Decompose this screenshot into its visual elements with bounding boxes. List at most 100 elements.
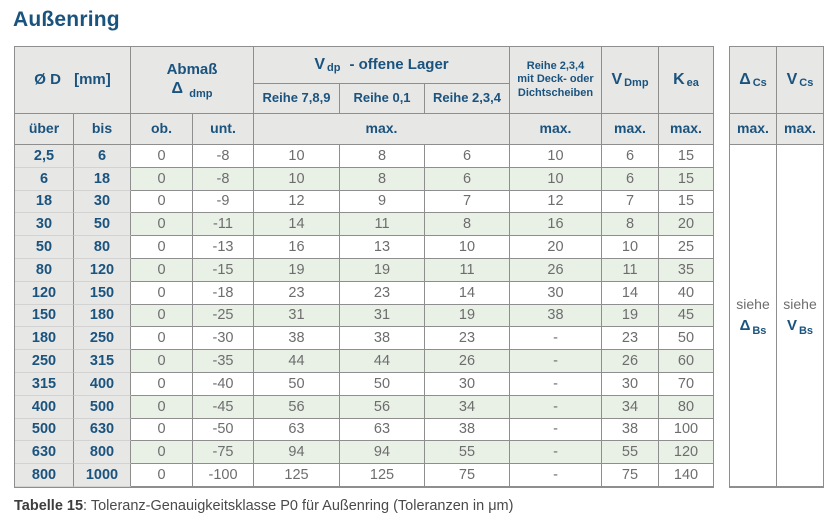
table-cell: 140 bbox=[659, 464, 714, 487]
table-cell: 0 bbox=[131, 395, 193, 419]
dbs-subscript: Bs bbox=[752, 324, 767, 337]
table-cell: 26 bbox=[425, 350, 510, 373]
diameter-label: Ø D [mm] bbox=[34, 71, 111, 90]
table-cell: 15 bbox=[659, 145, 714, 168]
table-cell: 23 bbox=[602, 327, 659, 351]
table-cell: 50 bbox=[254, 372, 340, 396]
tolerance-table: Ø D [mm] Abmaß Δ dmp V dp - offene Lager… bbox=[14, 46, 824, 488]
table-cell: 45 bbox=[659, 304, 714, 328]
col-header-vcs: V Cs bbox=[777, 47, 824, 114]
table-cell: 0 bbox=[131, 464, 193, 487]
table-cell: 12 bbox=[254, 190, 340, 214]
table-cell: -18 bbox=[193, 281, 254, 305]
siehe-label: siehe bbox=[783, 296, 817, 313]
range-cell: 30 bbox=[15, 213, 74, 237]
kea-subscript: ea bbox=[686, 77, 699, 90]
table-cell: 10 bbox=[254, 167, 340, 191]
col-header-diameter: Ø D [mm] bbox=[15, 47, 131, 114]
table-cell: 0 bbox=[131, 145, 193, 168]
table-cell: 56 bbox=[254, 395, 340, 419]
table-cell: 23 bbox=[340, 281, 425, 305]
range-cell: 30 bbox=[74, 190, 131, 214]
max-label-vdp: max. bbox=[254, 114, 510, 145]
range-cell: 180 bbox=[15, 327, 74, 351]
table-cell: 19 bbox=[425, 304, 510, 328]
table-cell: - bbox=[510, 464, 602, 487]
table-cell: 34 bbox=[425, 395, 510, 419]
table-cell: -45 bbox=[193, 395, 254, 419]
abmass-symbol: Δ dmp bbox=[171, 79, 213, 101]
col-header-ueber: über bbox=[15, 114, 74, 145]
dcs-subscript: Cs bbox=[752, 77, 767, 90]
range-cell: 18 bbox=[74, 167, 131, 191]
page-title: Außenring bbox=[13, 8, 120, 31]
table-cell: 26 bbox=[602, 350, 659, 373]
kea-symbol: K bbox=[673, 71, 685, 88]
col-header-vdp: V dp - offene Lager bbox=[254, 47, 510, 84]
table-cell: 60 bbox=[659, 350, 714, 373]
range-cell: 50 bbox=[74, 213, 131, 237]
table-cell: 10 bbox=[510, 145, 602, 168]
table-cell: 19 bbox=[254, 258, 340, 282]
range-cell: 80 bbox=[15, 258, 74, 282]
delta-subscript: dmp bbox=[189, 88, 213, 101]
range-cell: 315 bbox=[74, 350, 131, 373]
main-table: Ø D [mm] Abmaß Δ dmp V dp - offene Lager… bbox=[14, 46, 714, 488]
table-cell: 16 bbox=[510, 213, 602, 237]
diameter-symbol: Ø D bbox=[34, 70, 61, 88]
table-cell: - bbox=[510, 372, 602, 396]
table-cell: 44 bbox=[340, 350, 425, 373]
range-cell: 120 bbox=[74, 258, 131, 282]
table-cell: -25 bbox=[193, 304, 254, 328]
range-cell: 315 bbox=[15, 372, 74, 396]
table-cell: 7 bbox=[425, 190, 510, 214]
table-cell: -35 bbox=[193, 350, 254, 373]
caption-text: : Toleranz-Genauigkeitsklasse P0 für Auß… bbox=[83, 498, 514, 514]
table-caption: Tabelle 15: Toleranz-Genauigkeitsklasse … bbox=[14, 498, 513, 514]
table-cell: 38 bbox=[254, 327, 340, 351]
vcs-subscript: Cs bbox=[799, 77, 814, 90]
table-cell: 50 bbox=[659, 327, 714, 351]
vbs-symbol: V Bs bbox=[787, 315, 814, 337]
table-cell: 8 bbox=[340, 167, 425, 191]
table-cell: 12 bbox=[510, 190, 602, 214]
col-header-reihe-234: Reihe 2,3,4 bbox=[425, 84, 510, 114]
max-label-vcs: max. bbox=[777, 114, 824, 145]
table-cell: 6 bbox=[602, 145, 659, 168]
col-header-unt: unt. bbox=[193, 114, 254, 145]
vdmp-symbol: V bbox=[611, 71, 623, 88]
table-cell: 10 bbox=[602, 236, 659, 259]
table-cell: -30 bbox=[193, 327, 254, 351]
col-header-bis: bis bbox=[74, 114, 131, 145]
table-cell: - bbox=[510, 395, 602, 419]
table-cell: 34 bbox=[602, 395, 659, 419]
side-table: Δ Cs V Cs max. max. siehe Δ Bs siehe V Bs bbox=[729, 46, 824, 488]
table-cell: 0 bbox=[131, 190, 193, 214]
range-cell: 500 bbox=[74, 395, 131, 419]
range-cell: 400 bbox=[15, 395, 74, 419]
table-cell: 0 bbox=[131, 213, 193, 237]
table-cell: 11 bbox=[340, 213, 425, 237]
table-cell: 125 bbox=[254, 464, 340, 487]
table-cell: 100 bbox=[659, 418, 714, 442]
table-cell: 23 bbox=[425, 327, 510, 351]
table-cell: 20 bbox=[659, 213, 714, 237]
range-cell: 630 bbox=[74, 418, 131, 442]
table-cell: 11 bbox=[425, 258, 510, 282]
table-cell: 0 bbox=[131, 372, 193, 396]
table-cell: 0 bbox=[131, 281, 193, 305]
range-cell: 250 bbox=[74, 327, 131, 351]
vbs-subscript: Bs bbox=[798, 324, 814, 337]
table-cell: 13 bbox=[340, 236, 425, 259]
table-cell: 16 bbox=[254, 236, 340, 259]
table-cell: 20 bbox=[510, 236, 602, 259]
delta-symbol: Δ bbox=[171, 80, 184, 98]
table-cell: 31 bbox=[340, 304, 425, 328]
vcs-symbol: V bbox=[786, 71, 798, 88]
table-cell: 44 bbox=[254, 350, 340, 373]
vdmp-subscript: Dmp bbox=[624, 77, 649, 90]
table-cell: 80 bbox=[659, 395, 714, 419]
max-label-kea: max. bbox=[659, 114, 714, 145]
table-cell: 15 bbox=[659, 190, 714, 214]
table-cell: -15 bbox=[193, 258, 254, 282]
